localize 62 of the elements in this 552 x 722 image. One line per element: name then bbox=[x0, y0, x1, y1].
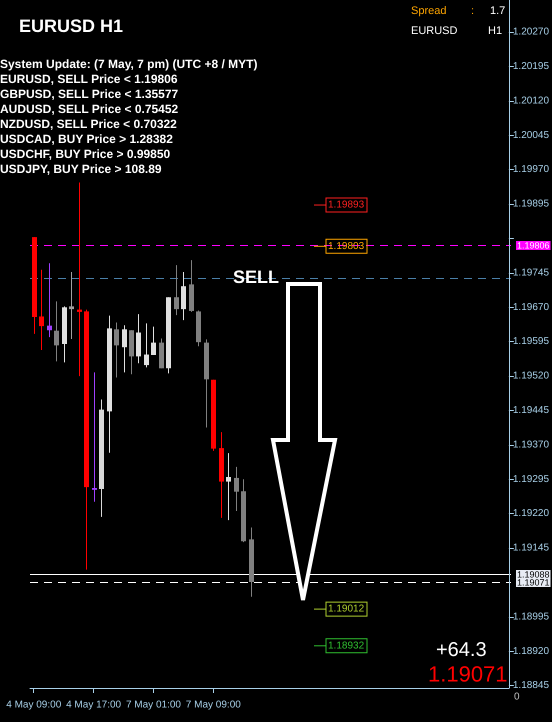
annotation: USDCAD, BUY Price > 1.28382 bbox=[0, 132, 174, 146]
annotation: EURUSD bbox=[411, 25, 458, 37]
ref-line-label: 1.19071 bbox=[517, 578, 550, 588]
y-tick-label: 1.19595 bbox=[512, 336, 550, 348]
ref-line-label: 1.19806 bbox=[517, 240, 550, 250]
y-tick-label: 1.20195 bbox=[512, 61, 550, 72]
y-tick-label: 1.19970 bbox=[512, 164, 550, 176]
candlestick bbox=[39, 269, 44, 350]
candlestick bbox=[144, 322, 149, 368]
annotation: EURUSD, SELL Price < 1.19806 bbox=[0, 72, 178, 86]
y-tick-label: 1.19370 bbox=[512, 439, 550, 450]
x-tick-label: 7 May 01:00 bbox=[126, 700, 182, 710]
annotation: 1.18932 bbox=[328, 640, 365, 652]
y-tick-label: 1.18845 bbox=[512, 680, 550, 692]
candlestick bbox=[54, 300, 59, 362]
candlestick bbox=[151, 326, 156, 356]
y-tick-label: 1.19220 bbox=[512, 508, 550, 520]
y-tick-label: 1.20270 bbox=[512, 26, 550, 38]
candlestick bbox=[69, 271, 74, 340]
candlestick bbox=[47, 262, 52, 338]
annotation: 1.19893 bbox=[328, 200, 365, 211]
annotation: GBPUSD, SELL Price < 1.35577 bbox=[0, 87, 179, 101]
annotation: 1.19803 bbox=[328, 240, 365, 252]
text: EURUSD H1 bbox=[19, 16, 124, 36]
candlestick bbox=[92, 372, 97, 502]
annotation: NZDUSD, SELL Price < 0.70322 bbox=[0, 117, 178, 131]
candlestick bbox=[174, 264, 179, 316]
candlestick bbox=[114, 322, 119, 378]
annotation: 1.7 bbox=[490, 5, 506, 17]
y-tick-label: 1.19670 bbox=[512, 302, 550, 313]
candlestick bbox=[226, 452, 231, 521]
annotation: SELL bbox=[233, 267, 280, 287]
annotation: 1.19012 bbox=[328, 604, 365, 615]
candlestick bbox=[122, 324, 127, 373]
candlestick bbox=[234, 466, 239, 512]
y-tick-label: 1.19295 bbox=[512, 474, 550, 485]
text: 0 bbox=[514, 692, 520, 702]
y-tick-label: 1.18995 bbox=[512, 611, 550, 622]
candlestick bbox=[136, 314, 141, 364]
y-tick-label: 1.20045 bbox=[512, 130, 550, 141]
x-tick-label: 7 May 09:00 bbox=[186, 700, 242, 710]
x-tick-label: 4 May 17:00 bbox=[66, 700, 122, 710]
annotation: +64.3 bbox=[436, 639, 487, 661]
ref-line-label: 1.19088 bbox=[517, 570, 550, 580]
annotation: USDJPY, BUY Price > 108.89 bbox=[0, 162, 162, 176]
y-tick-label: 1.19520 bbox=[512, 370, 550, 382]
annotation: AUDUSD, SELL Price < 0.75452 bbox=[0, 102, 179, 116]
annotation: 1.19071 bbox=[428, 662, 508, 686]
annotation: Spread bbox=[411, 5, 446, 17]
y-tick-label: 1.20120 bbox=[512, 95, 550, 106]
y-tick-label: 1.19895 bbox=[512, 198, 550, 210]
y-tick-label: 1.19745 bbox=[512, 267, 550, 278]
candlestick bbox=[77, 182, 82, 377]
annotation: USDCHF, BUY Price > 0.99850 bbox=[0, 147, 171, 161]
x-tick-label: 4 May 09:00 bbox=[6, 700, 62, 710]
y-tick-label: 1.19145 bbox=[512, 542, 550, 554]
candlestick bbox=[181, 271, 186, 321]
y-tick-label: 1.18920 bbox=[512, 646, 550, 657]
annotation: System Update: (7 May, 7 pm) (UTC +8 / MYT) bbox=[0, 57, 258, 71]
y-tick-label: 1.19445 bbox=[512, 405, 550, 416]
annotation: : bbox=[471, 5, 474, 17]
annotation: H1 bbox=[488, 25, 502, 37]
